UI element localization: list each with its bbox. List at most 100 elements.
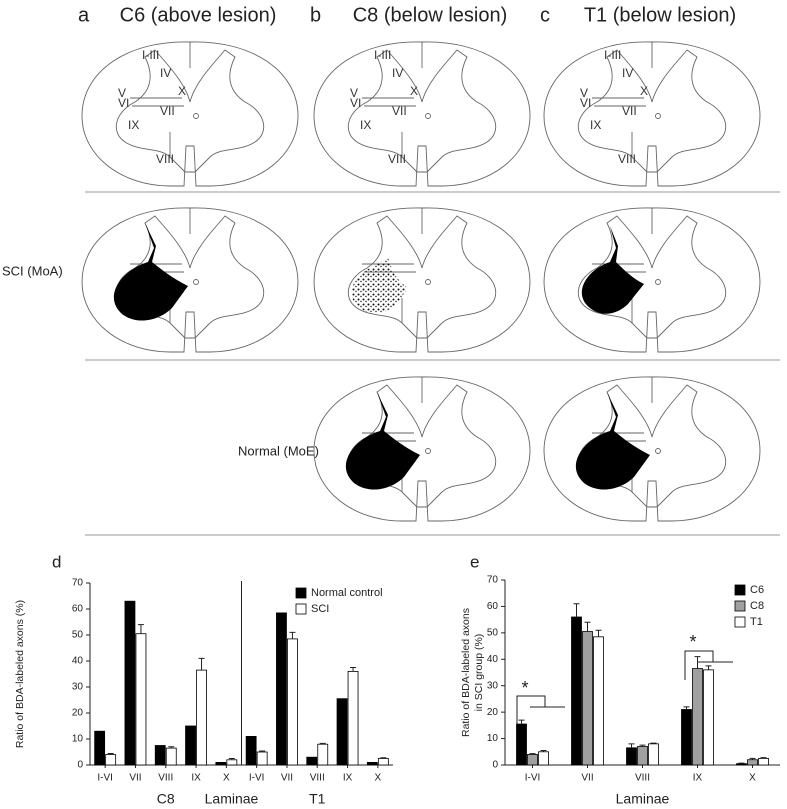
bar	[245, 736, 257, 766]
x-axis-label: Laminae	[205, 791, 259, 807]
bar	[648, 743, 659, 766]
lamina-label: IV	[392, 66, 403, 80]
lamina-label: I-III	[142, 48, 159, 62]
spinal-cord-section	[543, 376, 761, 522]
lamina-label: X	[640, 84, 648, 98]
legend-swatch	[295, 587, 307, 599]
lamina-label: VIII	[388, 152, 406, 166]
lamina-label: VIII	[618, 152, 636, 166]
bar	[736, 763, 747, 766]
spinal-cord-section	[81, 207, 299, 353]
error-bar	[705, 665, 712, 670]
lamina-label: IX	[128, 118, 139, 132]
y-tick-label: 10	[487, 733, 499, 744]
x-tick-label: X	[749, 773, 756, 784]
spinal-cord-section	[313, 207, 531, 353]
bar	[758, 757, 769, 766]
cord-outline	[543, 207, 761, 353]
y-axis-label: Ratio of BDA-labeled axons (%)	[14, 600, 26, 748]
y-axis-label: in SCI group (%)	[473, 634, 485, 712]
bar	[185, 725, 196, 766]
y-tick-label: 40	[72, 656, 84, 667]
panel-label: d	[52, 552, 61, 571]
x-tick-label: I-VI	[249, 773, 265, 784]
y-tick-label: 70	[72, 578, 84, 589]
bar	[165, 747, 177, 766]
x-tick-label: I-VI	[97, 773, 113, 784]
cord-outline	[313, 376, 531, 522]
significance-mark: *	[689, 632, 696, 652]
labeled-axons	[575, 392, 650, 490]
bar	[637, 746, 648, 766]
lamina-label: VI	[580, 96, 591, 110]
x-tick-label: VII	[129, 773, 141, 784]
bar	[226, 759, 238, 766]
lamina-label: IX	[590, 118, 601, 132]
significance-bracket	[516, 695, 565, 725]
legend-swatch	[734, 600, 746, 612]
lamina-label: VII	[160, 104, 175, 118]
x-tick-label: X	[223, 773, 230, 784]
significance-bracket	[684, 650, 733, 680]
bar	[287, 638, 298, 766]
bar	[215, 762, 227, 766]
spinal-cord-section	[543, 207, 761, 353]
bar	[593, 636, 604, 766]
legend-swatch	[295, 603, 307, 615]
x-tick-label: VII	[281, 773, 293, 784]
bar	[703, 669, 714, 766]
error-bar	[650, 742, 657, 744]
y-tick-label: 60	[487, 601, 499, 612]
error-bar	[584, 621, 591, 632]
panel-title: C8 (below lesion)	[353, 4, 508, 26]
lamina-label: I-III	[374, 48, 391, 62]
y-tick-label: 20	[72, 708, 84, 719]
bar	[538, 751, 549, 766]
legend-swatch	[734, 584, 746, 596]
lamina-label: IX	[360, 118, 371, 132]
bar	[94, 730, 106, 766]
bar	[306, 756, 318, 766]
cord-outline	[543, 376, 761, 522]
panel-letter: c	[540, 4, 550, 26]
lamina-label: VII	[392, 104, 407, 118]
panel-title: C6 (above lesion)	[120, 4, 277, 26]
bar	[626, 747, 637, 766]
error-bar	[639, 744, 646, 747]
error-bar	[573, 603, 580, 617]
error-bar	[628, 743, 635, 748]
error-bar	[694, 656, 701, 669]
y-tick-label: 20	[487, 707, 499, 718]
group-label: T1	[309, 791, 326, 807]
bar	[336, 698, 348, 766]
lamina-label: VIII	[156, 152, 174, 166]
panel-title: T1 (below lesion)	[584, 4, 736, 26]
error-bar	[259, 750, 266, 752]
error-bar	[749, 757, 756, 760]
cord-outline	[543, 41, 761, 187]
x-tick-label: X	[375, 773, 382, 784]
y-tick-label: 50	[487, 627, 499, 638]
x-tick-label: VIII	[158, 773, 173, 784]
error-bar	[380, 757, 387, 759]
error-bar	[289, 631, 296, 639]
error-bar	[198, 657, 205, 671]
bar	[154, 745, 166, 766]
spinal-cord-section	[313, 41, 531, 187]
bar	[571, 616, 582, 766]
bar	[124, 600, 136, 766]
y-tick-label: 40	[487, 654, 499, 665]
legend-swatch	[734, 616, 746, 628]
error-bar	[683, 706, 690, 710]
error-bar	[228, 758, 235, 760]
row-label: Normal (MoE)	[238, 443, 319, 458]
error-bar	[595, 629, 602, 637]
legend-label: SCI	[311, 603, 329, 615]
lamina-label: I-III	[604, 48, 621, 62]
legend-label: Normal control	[311, 587, 383, 599]
cord-outline	[313, 41, 531, 187]
x-tick-label: VIII	[310, 773, 325, 784]
lamina-label: V	[580, 86, 588, 100]
panel-label: e	[470, 552, 479, 571]
